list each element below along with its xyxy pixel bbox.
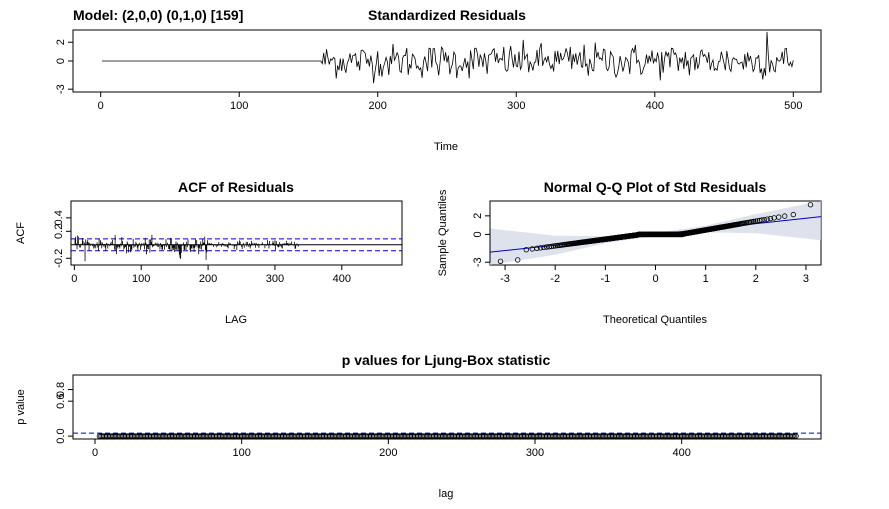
acf-x-tick-label: 400 bbox=[333, 273, 351, 285]
qq-x-axis: -3 -2 -1 0 1 2 3 bbox=[500, 264, 809, 285]
ljung-point bbox=[791, 433, 798, 439]
residuals-marks bbox=[102, 31, 794, 84]
ljung-x-label: lag bbox=[439, 488, 454, 500]
qq-point bbox=[776, 214, 782, 220]
qq-y-label: Sample Quantiles bbox=[437, 189, 449, 276]
qq-point bbox=[807, 201, 814, 208]
qq-x-tick-label: 1 bbox=[703, 273, 709, 285]
qq-marks bbox=[489, 201, 822, 265]
acf-title: ACF of Residuals bbox=[178, 179, 294, 195]
qq-x-tick-label: 0 bbox=[652, 273, 658, 285]
ljung-x-tick-label: 0 bbox=[92, 447, 98, 459]
qq-y-tick-label: 0 bbox=[472, 231, 484, 237]
acf-x-tick-label: 100 bbox=[132, 273, 150, 285]
acf-x-axis: 0 100 200 300 400 bbox=[71, 264, 351, 285]
ljung-y-tick-label: 0.6 bbox=[55, 394, 67, 409]
qq-x-tick-label: 3 bbox=[803, 273, 809, 285]
qq-title: Normal Q-Q Plot of Std Residuals bbox=[544, 179, 767, 195]
acf-y-label: ACF bbox=[15, 222, 27, 244]
ljung-title: p values for Ljung-Box statistic bbox=[342, 352, 551, 368]
qq-point bbox=[497, 258, 504, 264]
qq-x-tick-label: -3 bbox=[500, 273, 510, 285]
ljung-x-tick-label: 300 bbox=[526, 447, 544, 459]
qq-x-tick-label: 2 bbox=[753, 273, 759, 285]
acf-plot-frame bbox=[70, 200, 403, 266]
residuals-title: Standardized Residuals bbox=[368, 7, 526, 23]
residuals-x-axis: 0 100 200 300 400 500 bbox=[98, 91, 802, 112]
acf-x-label: LAG bbox=[225, 314, 247, 326]
ljung-x-tick-label: 100 bbox=[232, 447, 250, 459]
qq-point bbox=[764, 216, 770, 222]
qq-point bbox=[752, 218, 759, 224]
qq-point bbox=[759, 217, 765, 223]
ljung-marks bbox=[73, 432, 821, 439]
qq-point bbox=[790, 211, 796, 218]
ljung-panel: p values for Ljung-Box statistic 0 100 200… bbox=[15, 352, 822, 500]
residuals-y-tick-label: 2 bbox=[55, 39, 67, 45]
ljung-point bbox=[790, 433, 796, 439]
acf-x-tick-label: 0 bbox=[71, 273, 77, 285]
ljung-point bbox=[793, 433, 799, 439]
acf-y-tick-label: 0.2 bbox=[53, 224, 65, 239]
qq-point bbox=[552, 243, 559, 249]
acf-x-tick-label: 300 bbox=[266, 273, 284, 285]
residuals-y-axis: -3 0 2 bbox=[55, 39, 74, 94]
acf-marks bbox=[71, 234, 402, 262]
ljung-y-axis: 0.0 0.60.8 bbox=[55, 382, 74, 444]
residuals-x-tick-label: 400 bbox=[646, 100, 664, 112]
ljung-x-axis: 0 100 200 300 400 bbox=[92, 438, 691, 459]
residuals-y-tick-label: -3 bbox=[55, 84, 67, 94]
qq-point bbox=[523, 246, 529, 253]
residuals-x-tick-label: 200 bbox=[369, 100, 387, 112]
ljung-y-tick-label: 0.0 bbox=[55, 428, 67, 443]
ljung-y-tick-label: 0.8 bbox=[55, 382, 67, 397]
qq-y-tick-label: 2 bbox=[472, 213, 484, 219]
ljung-x-tick-label: 400 bbox=[672, 447, 690, 459]
qq-x-tick-label: -1 bbox=[600, 273, 610, 285]
residuals-x-tick-label: 500 bbox=[784, 100, 802, 112]
residuals-x-tick-label: 300 bbox=[507, 100, 525, 112]
qq-point bbox=[782, 213, 788, 219]
qq-point bbox=[767, 215, 774, 222]
qq-x-label: Theoretical Quantiles bbox=[603, 314, 707, 326]
ljung-plot-frame bbox=[72, 374, 822, 440]
qq-point bbox=[761, 216, 767, 223]
qq-point bbox=[541, 244, 547, 251]
acf-y-tick-label: -0.2 bbox=[53, 249, 65, 268]
qq-panel: Normal Q-Q Plot of Std Residuals -3 -2 -1 0… bbox=[437, 179, 822, 326]
qq-point bbox=[550, 243, 557, 249]
qq-point bbox=[534, 245, 540, 251]
residuals-x-label: Time bbox=[434, 141, 458, 153]
ljung-y-label: p value bbox=[15, 389, 27, 424]
residuals-series-line bbox=[102, 31, 794, 84]
residuals-x-tick-label: 100 bbox=[230, 100, 248, 112]
acf-y-axis: -0.2 0.20.4 bbox=[53, 210, 72, 268]
acf-x-tick-label: 200 bbox=[199, 273, 217, 285]
qq-y-tick-label: -3 bbox=[472, 257, 484, 267]
acf-panel: ACF of Residuals 0 100 200 300 400 -0.2 0.20.… bbox=[15, 179, 403, 326]
qq-x-tick-label: -2 bbox=[550, 273, 560, 285]
residuals-x-tick-label: 0 bbox=[98, 100, 104, 112]
qq-point bbox=[548, 243, 555, 250]
qq-point bbox=[515, 257, 521, 263]
acf-y-tick-label: 0.4 bbox=[53, 210, 65, 225]
model-label: Model: (2,0,0) (0,1,0) [159] bbox=[73, 7, 243, 23]
qq-point bbox=[537, 245, 544, 251]
residuals-panel: Model: (2,0,0) (0,1,0) [159] Standardize… bbox=[55, 7, 822, 153]
ljung-x-tick-label: 200 bbox=[379, 447, 397, 459]
qq-y-axis: -3 0 2 bbox=[472, 213, 491, 267]
residuals-y-tick-label: 0 bbox=[55, 58, 67, 64]
